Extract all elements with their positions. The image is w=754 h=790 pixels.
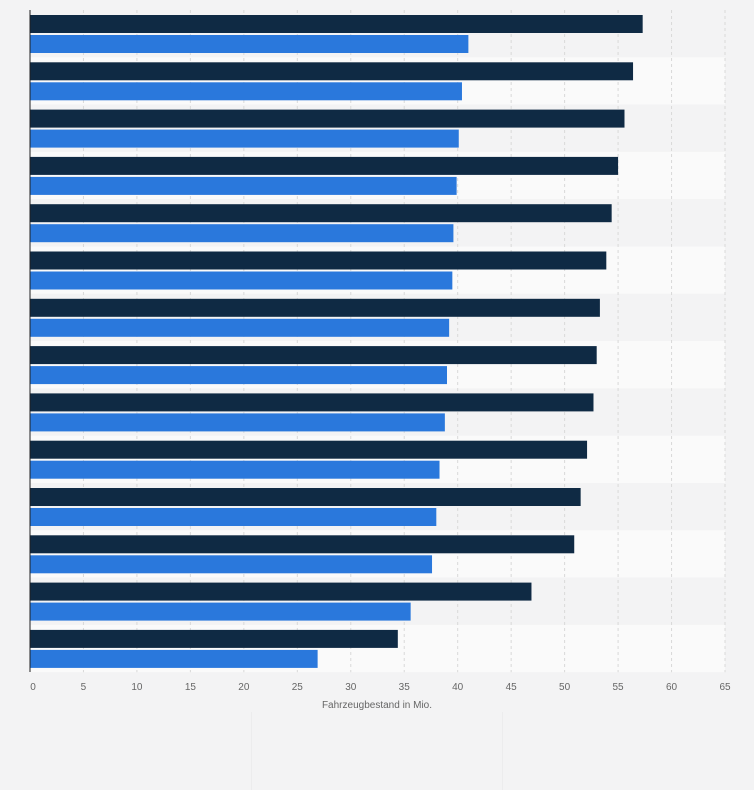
x-tick-label: 0	[30, 682, 36, 693]
x-axis-ticks: 0 5 10 15 20 25 30 35 40 45 50 55 60 65	[30, 682, 731, 693]
bar-series-1	[30, 15, 643, 33]
bar-series-2	[30, 413, 445, 432]
bar-series-2	[30, 508, 437, 526]
bar-series-1	[30, 488, 581, 506]
bar-series-1	[30, 204, 612, 223]
bar-series-1	[30, 298, 600, 317]
x-tick-label: 50	[559, 682, 571, 693]
footer-area	[0, 712, 754, 790]
footer-panel	[0, 712, 252, 790]
bar-series-2	[30, 602, 411, 621]
x-tick-label: 5	[81, 682, 87, 693]
x-tick-label: 25	[292, 682, 304, 693]
bar-series-2	[30, 460, 440, 479]
bar-chart: 0 5 10 15 20 25 30 35 40 45 50 55 60 65 Fahrzeugbesta…	[29, 10, 731, 711]
x-tick-label: 10	[131, 682, 143, 693]
footer-panel	[252, 712, 504, 790]
bar-series-1	[30, 156, 619, 175]
x-tick-label: 65	[719, 682, 731, 693]
x-tick-label: 45	[506, 682, 518, 693]
bar-series-1	[30, 440, 588, 459]
bar-series-2	[30, 82, 462, 101]
bar-series-1	[30, 109, 625, 128]
bar-series-1	[30, 393, 594, 412]
bar-series-2	[30, 318, 450, 337]
bar-series-2	[30, 176, 457, 195]
bar-series-2	[30, 555, 433, 574]
bar-series-2	[30, 129, 459, 148]
bar-series-2	[30, 649, 318, 668]
bar-series-1	[30, 251, 607, 270]
bars	[30, 15, 643, 668]
x-tick-label: 55	[613, 682, 625, 693]
bar-series-1	[30, 582, 532, 601]
bar-series-2	[30, 35, 469, 53]
x-tick-label: 15	[185, 682, 197, 693]
bar-series-2	[30, 224, 454, 243]
x-tick-label: 40	[452, 682, 464, 693]
bar-series-2	[30, 366, 447, 385]
bar-series-1	[30, 346, 597, 365]
footer-panel	[503, 712, 754, 790]
x-tick-label: 35	[399, 682, 411, 693]
bar-series-2	[30, 271, 453, 290]
x-tick-label: 60	[666, 682, 678, 693]
x-tick-label: 30	[345, 682, 357, 693]
x-axis-title: Fahrzeugbestand in Mio.	[322, 700, 432, 711]
bar-series-1	[30, 535, 575, 554]
bar-series-1	[30, 629, 398, 648]
bar-series-1	[30, 62, 634, 81]
x-tick-label: 20	[238, 682, 250, 693]
